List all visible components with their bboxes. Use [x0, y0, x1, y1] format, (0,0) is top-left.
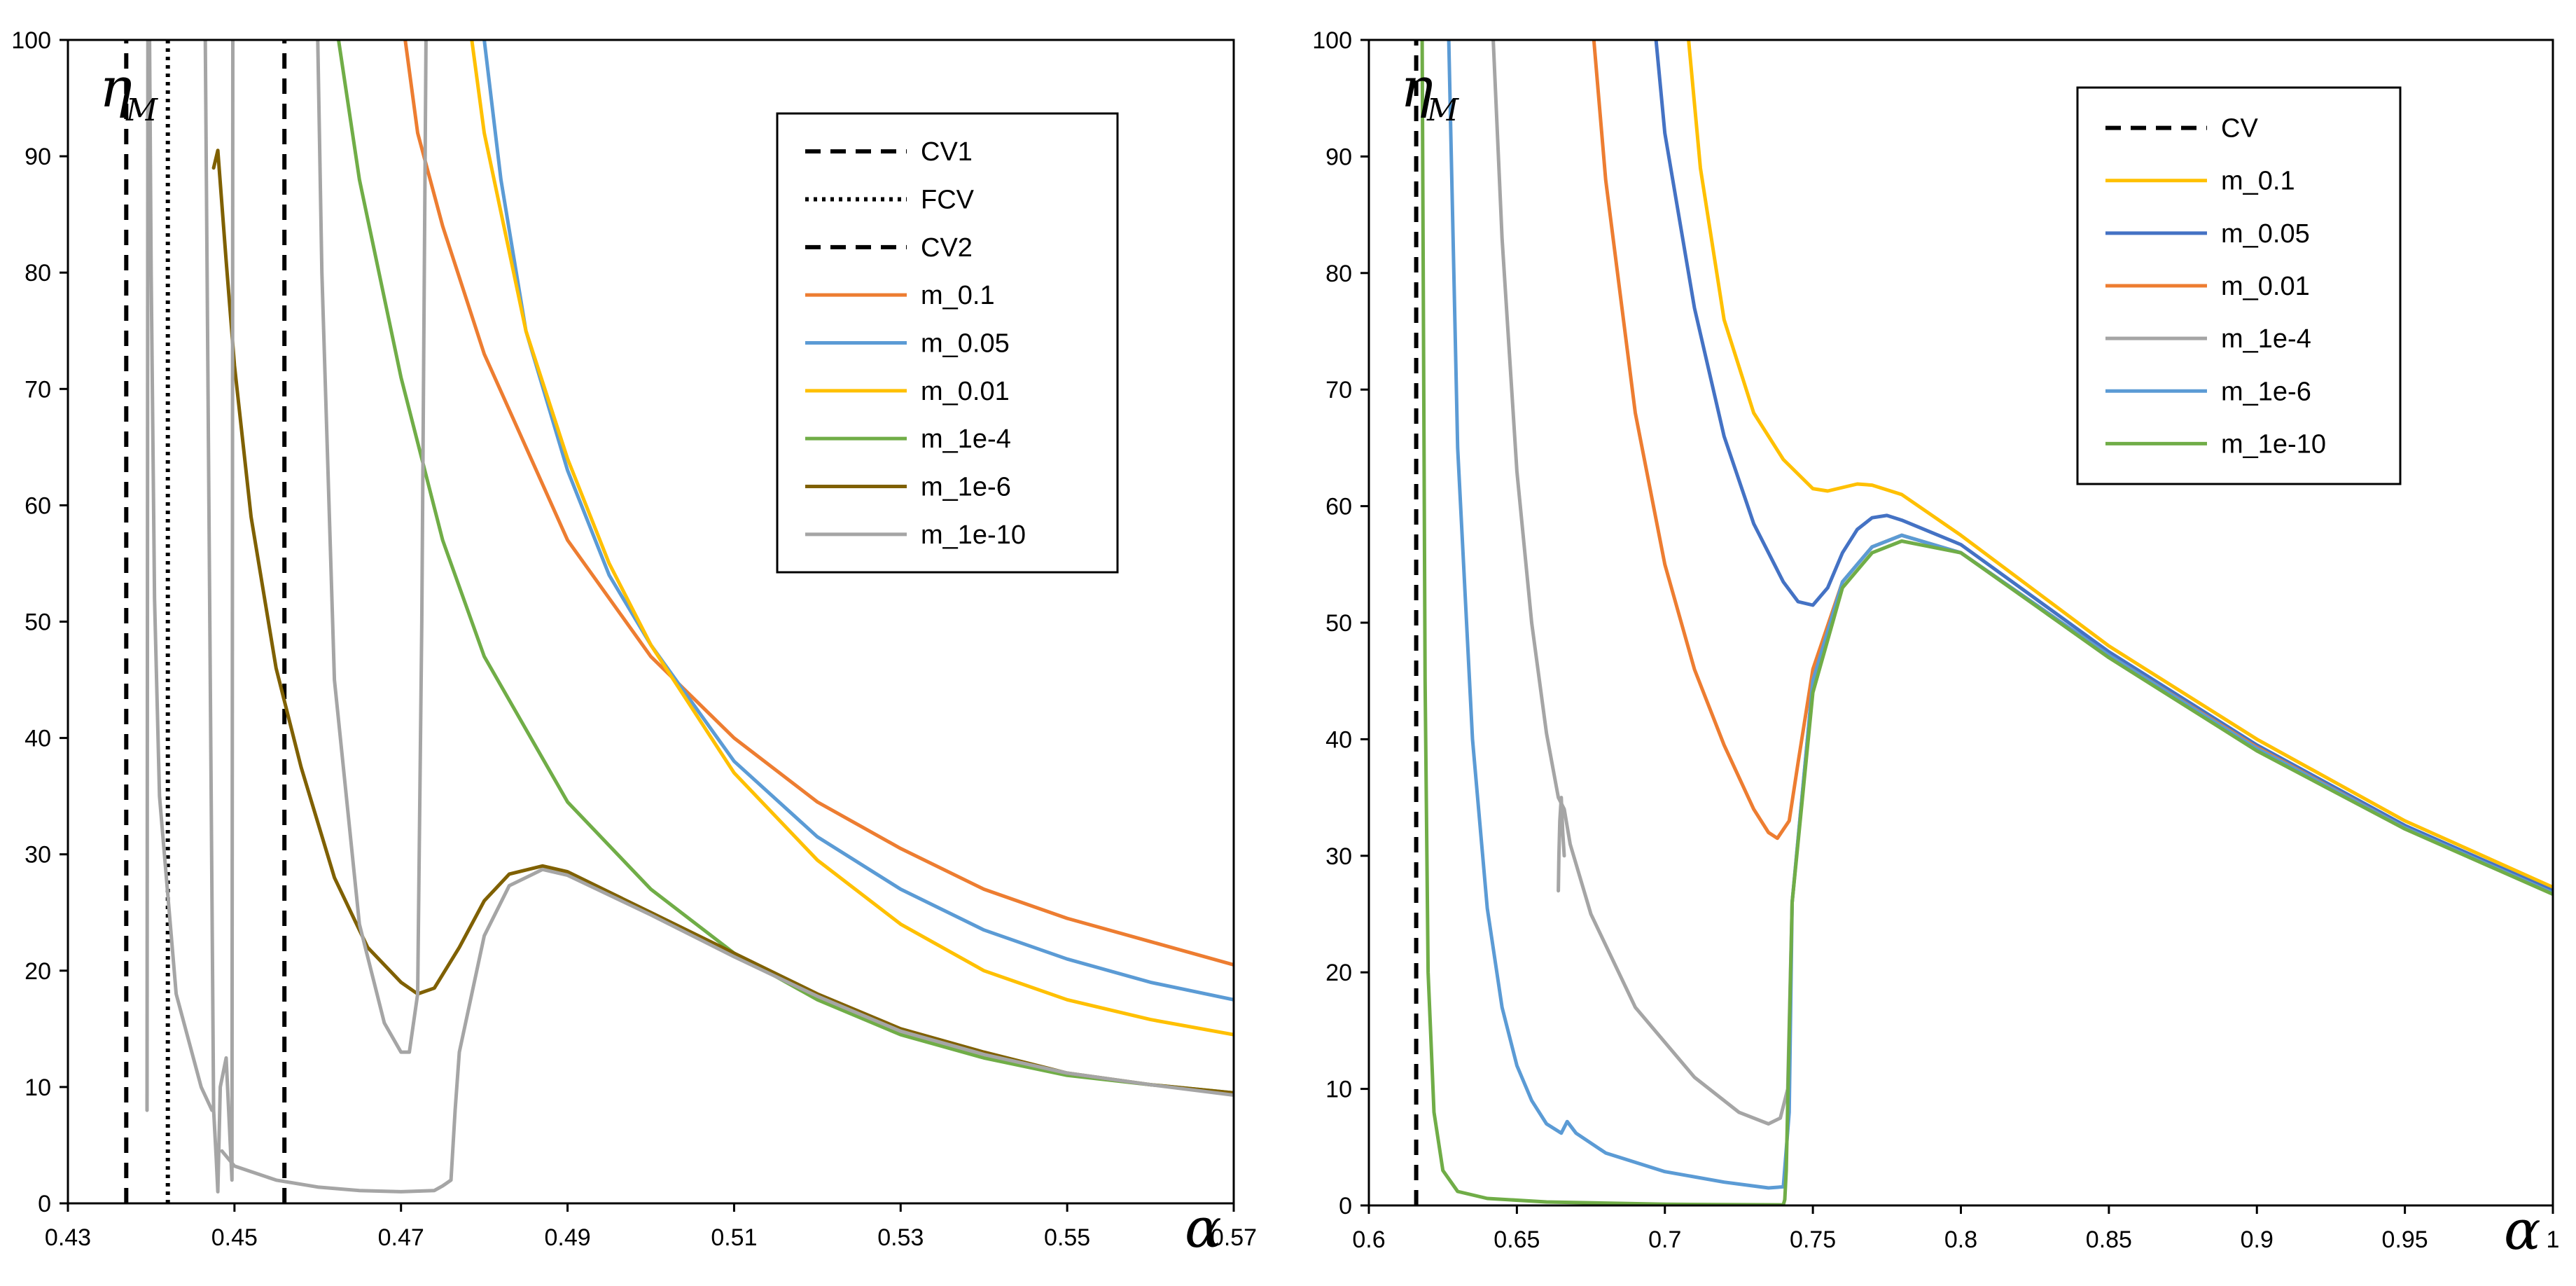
y-tick-label: 80	[25, 260, 51, 286]
series-line-m-1e-6	[1447, 40, 2553, 1190]
series-line-m-0-05	[1654, 40, 2553, 893]
y-tick-label: 50	[25, 609, 51, 636]
y-tick-label: 30	[1325, 843, 1352, 870]
y-tick-label: 60	[25, 492, 51, 519]
series-line-m-0-01	[470, 40, 1234, 1037]
x-tick-label: 0.45	[211, 1224, 258, 1251]
x-tick-label: 0.9	[2241, 1226, 2274, 1253]
y-tick-label: 50	[1325, 610, 1352, 637]
y-axis-label: η	[1400, 57, 1433, 120]
y-tick-label: 90	[25, 144, 51, 170]
x-axis-label: α	[1185, 1197, 1222, 1260]
y-tick-label: 70	[1325, 377, 1352, 403]
y-tick-label: 20	[25, 958, 51, 985]
y-tick-label: 20	[1325, 960, 1352, 986]
x-tick-label: 0.57	[1211, 1224, 1257, 1251]
legend-label: m_0.1	[921, 281, 995, 310]
x-tick-label: 1	[2547, 1226, 2560, 1253]
legend: CV1 FCV CV2 m_0.1 m_0.05 m_0.01 m_1e-4 m_1e-6 m_…	[776, 112, 1119, 574]
y-tick-label: 0	[1339, 1193, 1352, 1219]
legend-label: m_1e-10	[2221, 429, 2326, 459]
x-tick-label: 0.43	[45, 1224, 91, 1251]
series-lines	[1414, 40, 2553, 1205]
legend-label: m_0.01	[2221, 272, 2310, 301]
y-tick-label: 80	[1325, 261, 1352, 287]
y-tick-label: 90	[1325, 144, 1352, 170]
x-tick-label: 0.95	[2382, 1226, 2428, 1253]
left-chart: 0.43 0.45 0.47 0.49 0.51 0.53 0.55 0.57 0 10 20 30 4…	[11, 27, 1258, 1260]
legend-label: m_1e-4	[2221, 324, 2311, 354]
series-line-m-1e-10	[1420, 40, 2553, 1205]
x-tick-label: 0.51	[711, 1224, 757, 1251]
legend-label: m_0.05	[2221, 219, 2310, 249]
legend-label: m_0.1	[2221, 167, 2295, 196]
legend-label: m_0.05	[921, 329, 1010, 359]
y-tick-label: 0	[38, 1191, 51, 1217]
series-line-m-0-1	[403, 40, 1234, 967]
x-tick-label: 0.6	[1352, 1226, 1385, 1253]
y-tick-label: 70	[25, 376, 51, 403]
y-axis-label: η	[99, 57, 132, 120]
legend-label: CV2	[921, 233, 973, 263]
legend-label: FCV	[921, 186, 975, 215]
series-line-m-1e-10	[220, 867, 1234, 1194]
series-line-m-0-1	[1687, 40, 2553, 890]
y-axis-label-subscript: M	[1426, 92, 1459, 128]
y-tick-label: 10	[25, 1074, 51, 1101]
right-chart: 0.6 0.65 0.7 0.75 0.8 0.85 0.9 0.95 101020304050…	[1288, 0, 2576, 1286]
x-tick-label: 0.65	[1494, 1226, 1540, 1253]
legend: CV m_0.1 m_0.05 m_0.01 m_1e-4 m_1e-6 m_1e-10	[2076, 86, 2402, 485]
legend-label: CV1	[921, 137, 973, 167]
series-line-m-1e-10-valley-	[316, 40, 428, 1054]
left-chart-panel: 0.43 0.45 0.47 0.49 0.51 0.53 0.55 0.57 0 10 20 30 4…	[11, 27, 1258, 1260]
y-tick-label: 40	[25, 726, 51, 752]
series-line-m-1e-10-lower-alpha-branches-	[203, 40, 235, 1194]
y-tick-label: 100	[1312, 27, 1352, 54]
x-tick-label: 0.7	[1648, 1226, 1681, 1253]
x-tick-label: 0.75	[1790, 1226, 1836, 1253]
right-chart-panel: 0.6 0.65 0.7 0.75 0.8 0.85 0.9 0.95 1 0 10 20 30 40 50…	[1288, 0, 2576, 1286]
x-tick-label: 0.85	[2086, 1226, 2132, 1253]
x-tick-label: 0.55	[1044, 1224, 1090, 1251]
series-line-m-1e-6	[211, 148, 1234, 1095]
x-tick-label: 0.53	[877, 1224, 924, 1251]
legend-label: m_1e-10	[921, 520, 1026, 550]
series-line-m-1e-4-branch-	[1557, 796, 1566, 893]
legend-label: m_1e-6	[2221, 377, 2311, 406]
x-axis-label: α	[2504, 1199, 2541, 1262]
x-tick-label: 0.47	[378, 1224, 424, 1251]
y-tick-label: 30	[25, 842, 51, 869]
series-line-m-1e-4	[337, 40, 1234, 1095]
legend-label: m_1e-6	[921, 473, 1011, 502]
legend-label: CV	[2221, 114, 2258, 144]
legend-label: m_1e-4	[921, 424, 1011, 454]
series-lines	[124, 40, 1234, 1203]
y-tick-label: 60	[1325, 494, 1352, 520]
y-tick-label: 100	[11, 27, 51, 54]
x-tick-label: 0.8	[1944, 1226, 1977, 1253]
series-line-m-1e-10-left-spike-	[145, 40, 214, 1112]
y-axis-label-subscript: M	[125, 92, 158, 128]
x-tick-label: 0.49	[544, 1224, 590, 1251]
legend-label: m_0.01	[921, 377, 1010, 406]
y-tick-label: 40	[1325, 726, 1352, 753]
y-tick-label: 10	[1325, 1077, 1352, 1103]
